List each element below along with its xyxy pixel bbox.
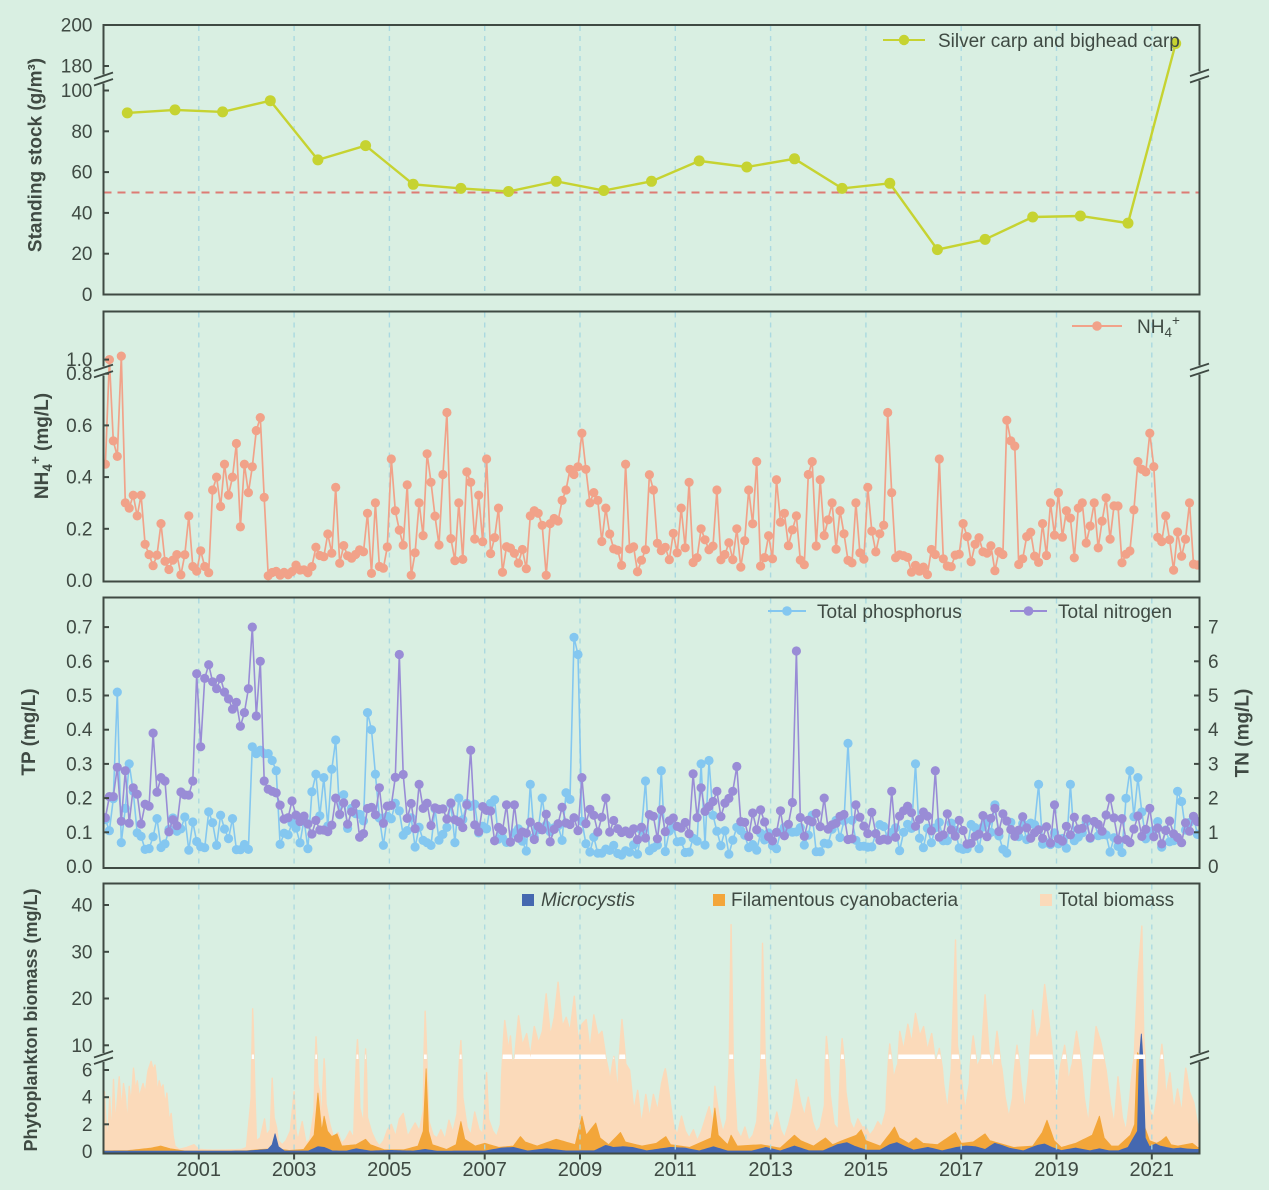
svg-text:2009: 2009 bbox=[558, 1159, 603, 1181]
svg-text:30: 30 bbox=[71, 942, 92, 963]
svg-text:2019: 2019 bbox=[1034, 1159, 1079, 1181]
svg-text:2021: 2021 bbox=[1130, 1159, 1175, 1181]
svg-text:5: 5 bbox=[1208, 686, 1219, 707]
svg-text:Silver carp and bighead carp: Silver carp and bighead carp bbox=[938, 31, 1180, 52]
svg-text:4: 4 bbox=[1208, 720, 1219, 741]
svg-text:0.4: 0.4 bbox=[66, 468, 93, 489]
svg-text:0.8: 0.8 bbox=[66, 364, 92, 385]
svg-text:20: 20 bbox=[71, 989, 92, 1010]
svg-text:1.0: 1.0 bbox=[66, 350, 92, 371]
svg-text:2: 2 bbox=[1208, 789, 1219, 810]
svg-text:0.3: 0.3 bbox=[66, 754, 92, 775]
svg-text:40: 40 bbox=[71, 203, 92, 224]
svg-text:40: 40 bbox=[71, 896, 92, 917]
svg-text:60: 60 bbox=[71, 163, 92, 184]
svg-text:10: 10 bbox=[71, 1036, 92, 1057]
svg-text:0: 0 bbox=[82, 285, 93, 306]
svg-text:0: 0 bbox=[82, 1142, 93, 1163]
svg-text:80: 80 bbox=[71, 122, 92, 143]
svg-text:TP (mg/L): TP (mg/L) bbox=[19, 688, 40, 775]
svg-text:200: 200 bbox=[61, 16, 93, 37]
svg-text:2017: 2017 bbox=[939, 1159, 984, 1181]
svg-text:NH4+: NH4+ bbox=[1137, 313, 1180, 340]
svg-text:2: 2 bbox=[82, 1115, 93, 1136]
svg-text:Total biomass: Total biomass bbox=[1058, 890, 1174, 911]
svg-text:Microcystis: Microcystis bbox=[541, 890, 635, 911]
svg-text:0.5: 0.5 bbox=[66, 686, 92, 707]
svg-text:1: 1 bbox=[1208, 823, 1219, 844]
svg-text:3: 3 bbox=[1208, 754, 1219, 775]
svg-text:6: 6 bbox=[82, 1061, 93, 1082]
svg-text:0.0: 0.0 bbox=[66, 571, 92, 592]
svg-text:TN (mg/L): TN (mg/L) bbox=[1233, 689, 1254, 778]
svg-text:NH4+ (mg/L): NH4+ (mg/L) bbox=[28, 393, 55, 499]
svg-text:4: 4 bbox=[82, 1088, 93, 1109]
svg-text:0.2: 0.2 bbox=[66, 789, 92, 810]
svg-text:Standing stock (g/m³): Standing stock (g/m³) bbox=[26, 58, 47, 252]
svg-text:0.0: 0.0 bbox=[66, 857, 92, 878]
svg-text:Filamentous cyanobacteria: Filamentous cyanobacteria bbox=[731, 890, 958, 911]
svg-text:0.1: 0.1 bbox=[66, 823, 92, 844]
svg-text:2007: 2007 bbox=[462, 1159, 507, 1181]
svg-text:2013: 2013 bbox=[748, 1159, 793, 1181]
svg-text:2001: 2001 bbox=[177, 1159, 222, 1181]
svg-text:180: 180 bbox=[61, 57, 93, 78]
svg-text:7: 7 bbox=[1208, 618, 1219, 639]
svg-text:6: 6 bbox=[1208, 652, 1219, 673]
svg-text:20: 20 bbox=[71, 244, 92, 265]
svg-text:0.4: 0.4 bbox=[66, 720, 93, 741]
svg-text:0.2: 0.2 bbox=[66, 519, 92, 540]
svg-text:100: 100 bbox=[61, 81, 93, 102]
svg-text:Total phosphorus: Total phosphorus bbox=[817, 602, 962, 623]
svg-text:0.7: 0.7 bbox=[66, 618, 92, 639]
svg-text:2015: 2015 bbox=[844, 1159, 889, 1181]
svg-text:0: 0 bbox=[1208, 857, 1219, 878]
svg-text:Total nitrogen: Total nitrogen bbox=[1058, 602, 1172, 623]
svg-text:2003: 2003 bbox=[272, 1159, 317, 1181]
svg-text:0.6: 0.6 bbox=[66, 652, 92, 673]
svg-text:2011: 2011 bbox=[654, 1159, 697, 1181]
svg-text:0.6: 0.6 bbox=[66, 416, 92, 437]
svg-text:2005: 2005 bbox=[367, 1159, 412, 1181]
svg-text:Phytoplankton biomass (mg/L): Phytoplankton biomass (mg/L) bbox=[21, 888, 41, 1151]
